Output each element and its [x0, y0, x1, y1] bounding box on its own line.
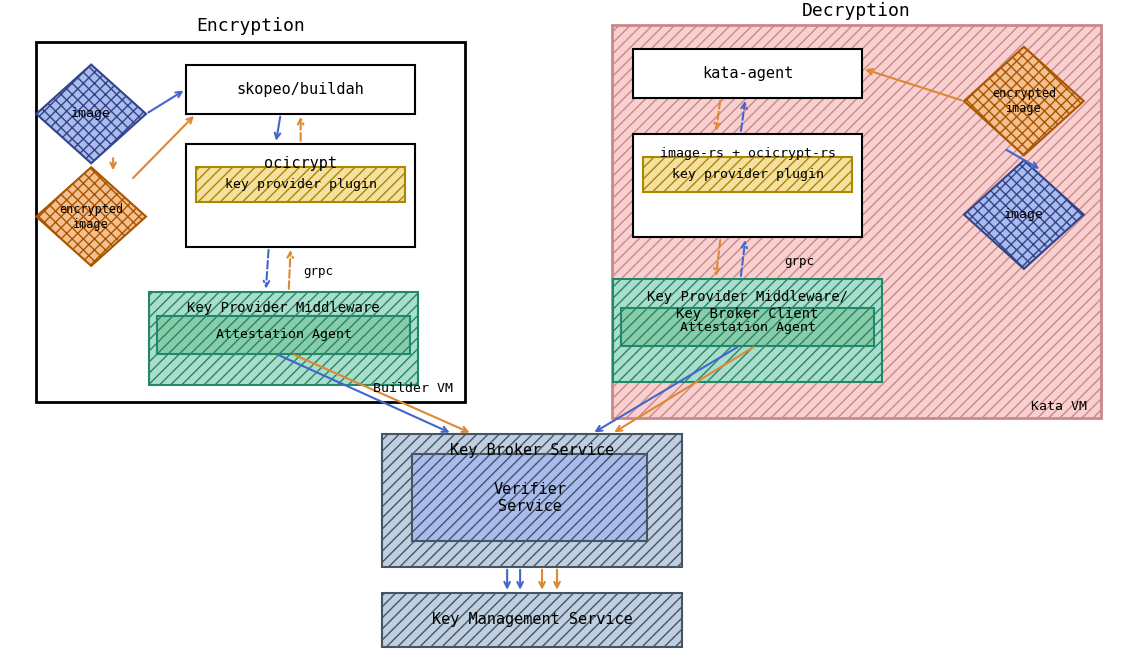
FancyBboxPatch shape — [186, 64, 415, 114]
Text: Key Broker Service: Key Broker Service — [449, 443, 615, 458]
Text: Attestation Agent: Attestation Agent — [216, 328, 352, 341]
Text: key provider plugin: key provider plugin — [224, 178, 377, 191]
Text: Key Provider Middleware/: Key Provider Middleware/ — [648, 290, 848, 304]
FancyBboxPatch shape — [633, 49, 863, 98]
Text: ocicrypt: ocicrypt — [264, 156, 337, 171]
Text: Key Broker Client: Key Broker Client — [676, 307, 818, 321]
Polygon shape — [964, 161, 1083, 269]
FancyBboxPatch shape — [157, 316, 411, 354]
FancyBboxPatch shape — [643, 157, 852, 192]
Text: Key Management Service: Key Management Service — [431, 612, 633, 628]
Text: image: image — [71, 108, 111, 120]
Polygon shape — [36, 64, 146, 163]
Text: grpc: grpc — [303, 266, 334, 278]
Text: key provider plugin: key provider plugin — [671, 168, 824, 181]
Text: Key Provider Middleware: Key Provider Middleware — [188, 301, 380, 315]
Text: Encryption: Encryption — [196, 17, 306, 35]
Text: image: image — [1004, 208, 1044, 221]
Polygon shape — [964, 47, 1083, 155]
FancyBboxPatch shape — [196, 167, 405, 202]
Text: Attestation Agent: Attestation Agent — [679, 320, 815, 334]
FancyBboxPatch shape — [383, 593, 681, 647]
Text: encrypted
image: encrypted image — [992, 87, 1056, 115]
Text: Builder VM: Builder VM — [374, 382, 454, 395]
FancyBboxPatch shape — [633, 134, 863, 237]
Text: Verifier
Service: Verifier Service — [494, 482, 566, 514]
Text: Decryption: Decryption — [801, 2, 910, 20]
Text: image-rs + ocicrypt-rs: image-rs + ocicrypt-rs — [660, 147, 835, 160]
FancyBboxPatch shape — [412, 454, 646, 541]
FancyBboxPatch shape — [36, 42, 465, 402]
FancyBboxPatch shape — [612, 25, 1100, 418]
Text: Kata VM: Kata VM — [1031, 399, 1087, 413]
FancyBboxPatch shape — [612, 279, 882, 383]
Polygon shape — [36, 167, 146, 266]
Text: skopeo/buildah: skopeo/buildah — [237, 82, 365, 97]
Text: kata-agent: kata-agent — [702, 66, 794, 81]
FancyBboxPatch shape — [383, 434, 681, 567]
FancyBboxPatch shape — [186, 144, 415, 247]
FancyBboxPatch shape — [620, 308, 874, 346]
Text: grpc: grpc — [784, 256, 814, 268]
Text: encrypted
image: encrypted image — [59, 203, 123, 231]
FancyBboxPatch shape — [149, 292, 419, 385]
